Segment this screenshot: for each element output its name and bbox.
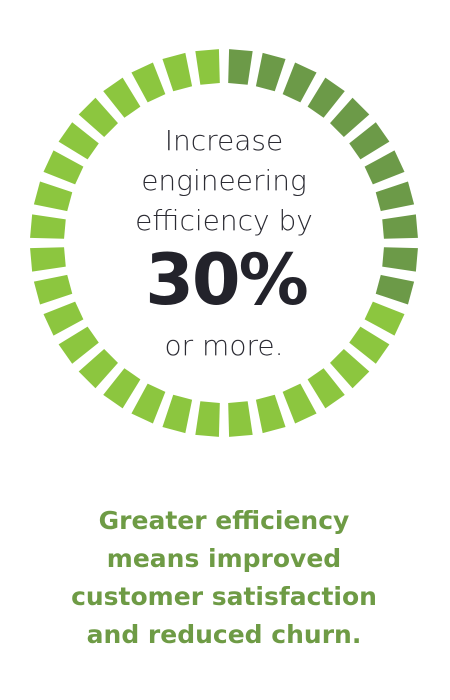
ring-segment [282,383,317,424]
caption-line: customer satisfaction [71,582,377,611]
ring-segment [33,274,73,305]
ring-segment [330,97,370,137]
ring-segment [255,394,286,434]
ring-segment [195,401,220,437]
ring-segment [162,52,193,92]
ring-segment [30,214,66,239]
ring-segment [43,301,84,336]
ring-segment [307,368,345,409]
ring-segment [349,122,390,160]
headline-line: Increase [165,124,284,157]
ring-segment [364,301,405,336]
ring-segment [30,247,66,272]
ring-segment [43,150,84,185]
headline-line: engineering [141,164,307,197]
ring-segment [195,49,220,85]
ring-segment [382,247,418,272]
caption-line: means improved [107,544,341,573]
ring-segment [282,62,317,103]
headline-suffix: or more. [165,329,284,362]
ring-segment [58,122,99,160]
caption-line: Greater efficiency [99,506,350,535]
caption-line: and reduced churn. [87,620,362,649]
ring-segment [131,383,166,424]
ring-segment [162,394,193,434]
ring-segment [131,62,166,103]
headline-line: efficiency by [135,204,313,237]
ring-segment [382,214,418,239]
ring-segment [375,181,415,212]
ring-segment [375,274,415,305]
ring-segment [78,97,118,137]
ring-segment [103,368,141,409]
ring-segment [33,181,73,212]
ring-segment [78,349,118,389]
ring-segment [228,401,253,437]
progress-ring [30,49,418,437]
headline-figure: 30% [145,239,307,321]
ring-segment [349,326,390,364]
ring-segment [330,349,370,389]
ring-segment [58,326,99,364]
ring-segment [364,150,405,185]
ring-segment [255,52,286,92]
ring-segment [103,77,141,118]
ring-segment [228,49,253,85]
ring-segment [307,77,345,118]
